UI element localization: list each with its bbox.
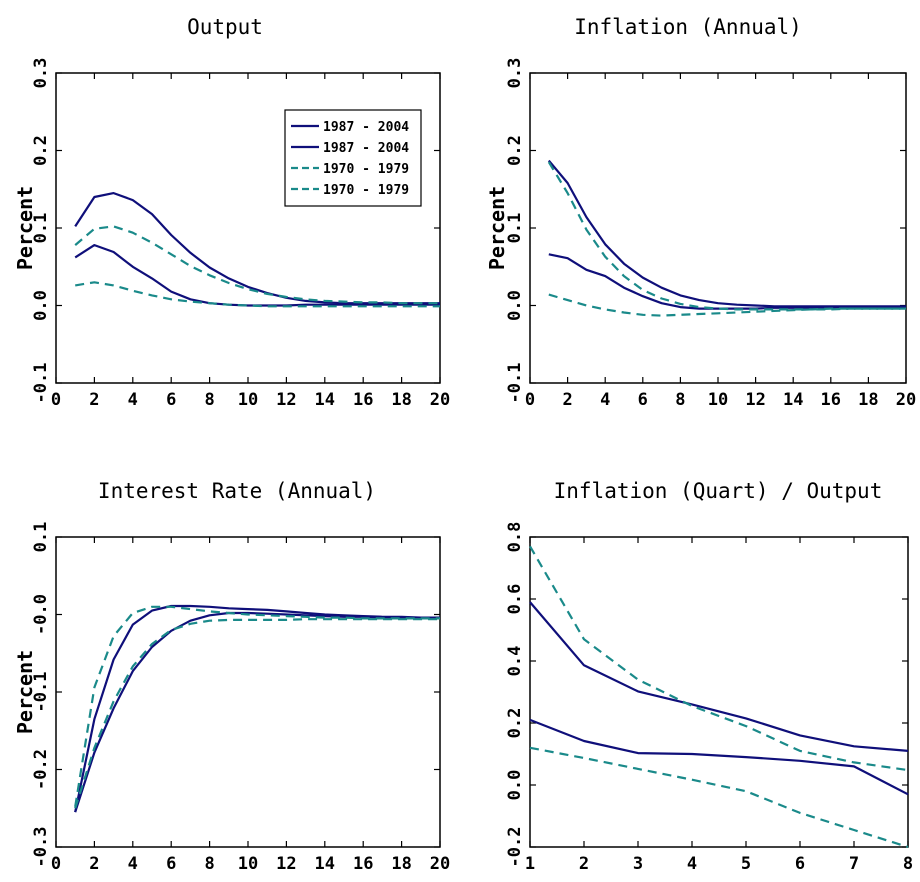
y-tick-label: 0.8: [505, 522, 525, 553]
chart-title: Output: [187, 15, 263, 39]
y-tick-label: -0.1: [505, 363, 525, 404]
x-tick-label: 8: [675, 390, 685, 410]
x-tick-label: 12: [745, 390, 765, 410]
chart-panel-2: Inflation (Annual) Percent 0 2 4 6 8 10 12 14 16 18…: [485, 15, 916, 410]
chart-panel-1: Output Percent 0 2 4 6 8 10 12 14 16 18 20 -0.1 0.0 0.1…: [13, 15, 450, 410]
x-tick-label: 4: [128, 390, 138, 410]
x-tick-label: 5: [741, 854, 751, 874]
x-tick-label: 8: [204, 390, 214, 410]
x-tick-label: 6: [638, 390, 648, 410]
x-tick-label: 10: [238, 390, 258, 410]
y-tick-label: -0.3: [31, 827, 51, 868]
x-tick-label: 2: [562, 390, 572, 410]
series-line-2: [548, 253, 906, 310]
y-axis-label: Percent: [485, 186, 509, 270]
y-tick-label: -0.2: [31, 749, 51, 790]
x-tick-label: 20: [430, 854, 450, 874]
x-tick-label: 20: [896, 390, 916, 410]
x-tick-label: 10: [238, 854, 258, 874]
series-line-2: [74, 611, 440, 813]
series-line-1: [74, 192, 440, 305]
legend-entry-label: 1970 - 1979: [323, 183, 409, 198]
y-tick-label: -0.1: [31, 672, 51, 713]
x-tick-label: 1: [525, 854, 535, 874]
legend: 1987 - 2004 1987 - 2004 1970 - 1979 1970 - …: [284, 109, 422, 207]
x-tick-label: 4: [600, 390, 610, 410]
legend-entry-label: 1987 - 2004: [323, 141, 409, 156]
x-tick-label: 3: [633, 854, 643, 874]
series-line-4: [74, 618, 440, 809]
plot-frame: [55, 536, 441, 848]
x-tick-label: 2: [89, 854, 99, 874]
x-tick-label: 0: [51, 854, 61, 874]
series-line-4: [75, 281, 440, 308]
x-tick-label: 14: [783, 390, 803, 410]
x-tick-label: 10: [708, 390, 728, 410]
x-tick-label: 16: [353, 854, 373, 874]
y-axis-label: Percent: [13, 650, 37, 734]
chart-panel-3: Interest Rate (Annual) Percent 0 2 4 6 8 10 12 14…: [13, 479, 450, 874]
series-line-4: [529, 746, 909, 849]
y-tick-label: 0.3: [31, 58, 51, 89]
y-tick-label: 0.0: [505, 770, 525, 801]
y-tick-label: 0.3: [505, 58, 525, 89]
series-line-3: [74, 225, 440, 305]
x-tick-label: 16: [353, 390, 373, 410]
y-axis-label: Percent: [13, 186, 37, 270]
y-tick-label: 0.1: [31, 213, 51, 244]
y-tick-label: -0.2: [505, 827, 525, 868]
y-tick-label: -0.0: [31, 594, 51, 635]
y-tick-label: 0.2: [505, 135, 525, 166]
plot-frame: [529, 536, 909, 848]
series-line-3: [547, 161, 906, 311]
series-line-2: [529, 718, 909, 796]
y-tick-label: 0.0: [505, 290, 525, 321]
series-line-1: [529, 601, 909, 752]
legend-entry-label: 1970 - 1979: [323, 162, 409, 177]
chart-title: Inflation (Quart) / Output: [554, 479, 883, 503]
chart-title: Inflation (Annual): [574, 15, 802, 39]
x-tick-label: 6: [166, 390, 176, 410]
x-tick-label: 0: [525, 390, 535, 410]
series-line-2: [74, 244, 440, 307]
x-tick-label: 0: [51, 390, 61, 410]
x-tick-label: 18: [858, 390, 878, 410]
y-tick-label: -0.1: [31, 363, 51, 404]
y-tick-label: 0.4: [505, 646, 525, 677]
y-tick-label: 0.1: [31, 522, 51, 553]
chart-title: Interest Rate (Annual): [98, 479, 376, 503]
x-tick-label: 4: [128, 854, 138, 874]
chart-panel-4: Inflation (Quart) / Output 1 2 3 4 5 6 7 8 -0.2 0.…: [505, 479, 913, 874]
series-line-3: [74, 605, 440, 807]
x-tick-label: 4: [687, 854, 697, 874]
x-tick-label: 12: [276, 854, 296, 874]
x-tick-label: 14: [315, 854, 335, 874]
x-tick-label: 8: [204, 854, 214, 874]
y-tick-label: 0.2: [31, 135, 51, 166]
y-tick-label: 0.0: [31, 290, 51, 321]
series-line-3: [529, 545, 909, 772]
y-tick-label: 0.2: [505, 708, 525, 739]
x-tick-label: 14: [315, 390, 335, 410]
series-line-1: [547, 159, 906, 308]
series-line-1: [74, 604, 440, 813]
x-tick-label: 12: [276, 390, 296, 410]
legend-entry-label: 1987 - 2004: [323, 120, 409, 135]
x-tick-label: 6: [166, 854, 176, 874]
x-tick-label: 18: [391, 390, 411, 410]
series-line-4: [548, 293, 906, 317]
x-tick-label: 7: [849, 854, 859, 874]
x-tick-label: 2: [579, 854, 589, 874]
x-tick-label: 20: [430, 390, 450, 410]
y-tick-label: 0.6: [505, 584, 525, 615]
x-tick-label: 2: [89, 390, 99, 410]
x-tick-label: 18: [391, 854, 411, 874]
x-tick-label: 6: [795, 854, 805, 874]
y-tick-label: 0.1: [505, 213, 525, 244]
x-tick-label: 16: [821, 390, 841, 410]
x-tick-label: 8: [903, 854, 913, 874]
